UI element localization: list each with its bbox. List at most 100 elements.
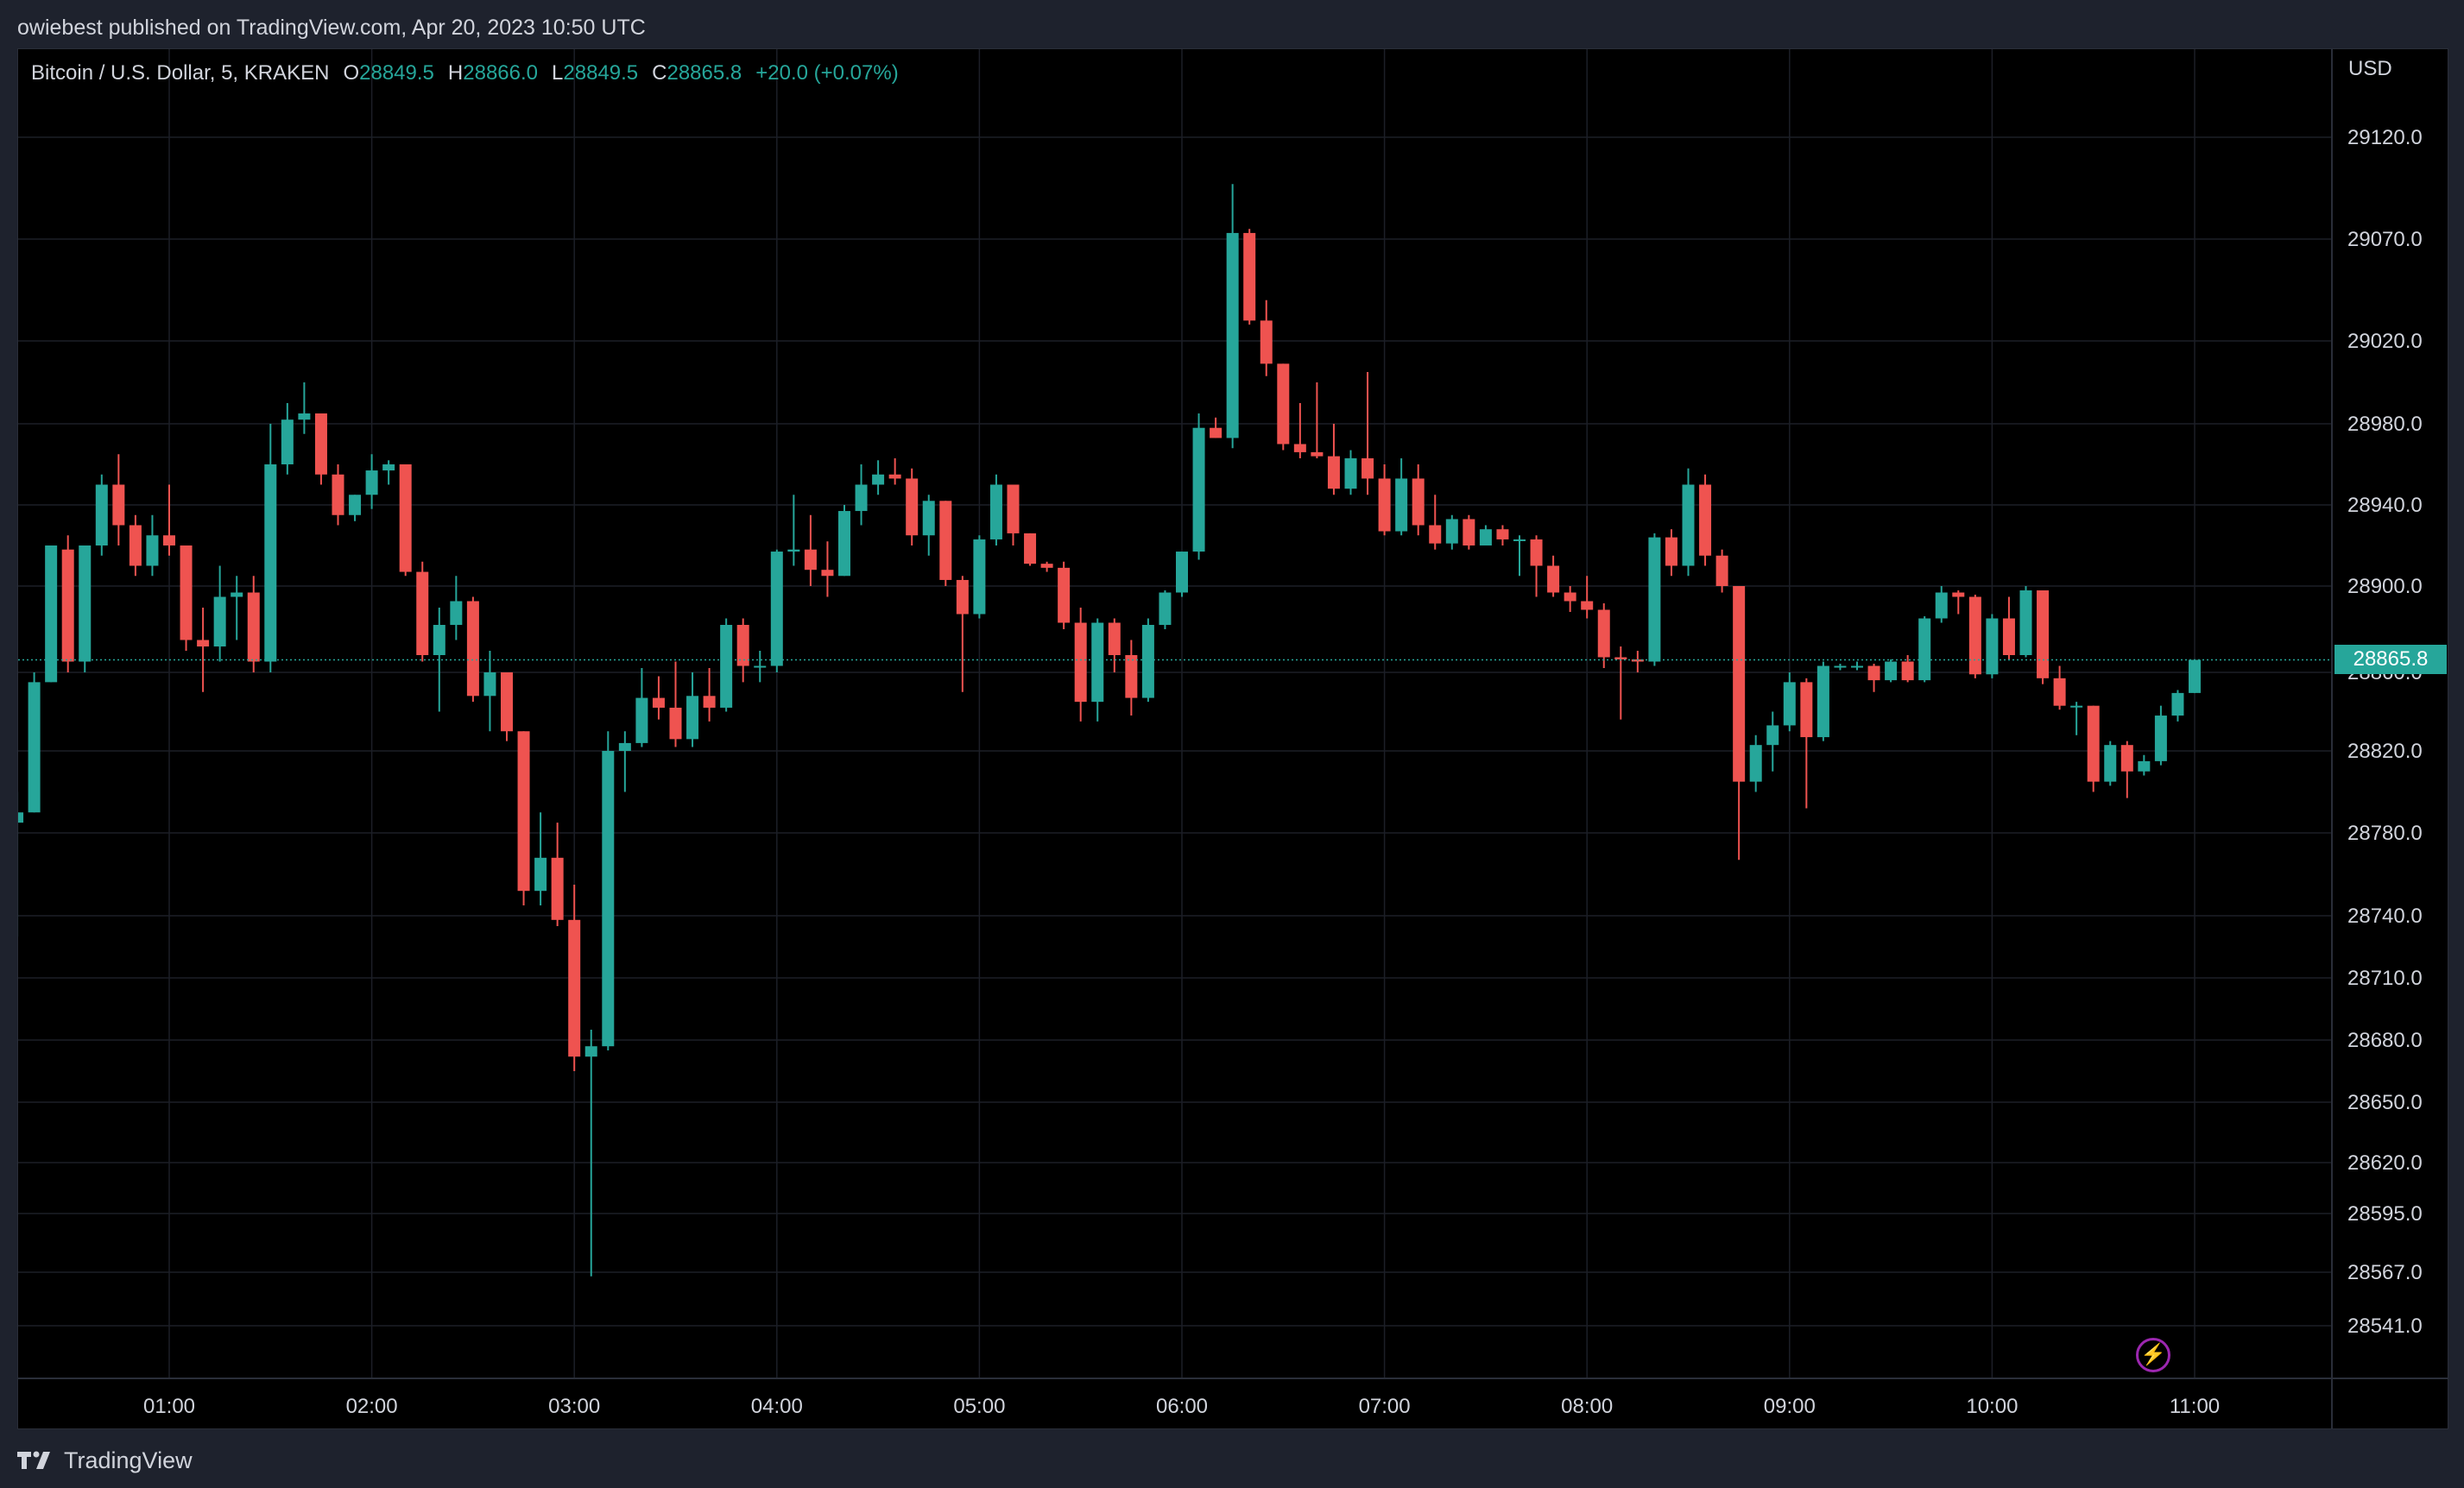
candle-body <box>1210 427 1223 438</box>
candle-body <box>1260 320 1273 364</box>
candle-body <box>989 484 1002 539</box>
currency-label[interactable]: USD <box>2348 57 2392 80</box>
candle-body <box>1378 478 1391 532</box>
candle-body <box>1783 682 1796 726</box>
footer-brand[interactable]: TradingView <box>17 1443 193 1478</box>
candle-down <box>1210 417 1223 438</box>
candle-body <box>2002 618 2015 655</box>
time-axis-labels: 01:00 02:00 03:00 04:00 05:00 06:00 07:00 08:00… <box>143 1395 2220 1418</box>
close-value: 28865.8 <box>667 61 742 85</box>
candle-up <box>686 672 699 747</box>
candle-body <box>1867 665 1880 681</box>
candle-body <box>922 501 935 536</box>
candle-up <box>1783 672 1796 732</box>
candle-up <box>754 651 767 683</box>
candle-down <box>551 823 564 926</box>
candle-up <box>720 618 733 712</box>
high-label: H <box>447 61 464 85</box>
candle-body <box>1108 622 1121 655</box>
candle-down <box>247 576 260 672</box>
time-tick-label: 06:00 <box>1156 1395 1208 1418</box>
candle-body <box>231 592 243 597</box>
candle-down <box>2120 741 2133 798</box>
candle-down <box>1581 576 1594 619</box>
candle-up <box>1885 659 1898 683</box>
candle-body <box>1986 618 1999 675</box>
candle-body <box>146 535 159 566</box>
time-tick-label: 11:00 <box>2170 1395 2220 1418</box>
grid-lines <box>18 49 2332 1378</box>
symbol-legend[interactable]: Bitcoin / U.S. Dollar, 5, KRAKEN O28849.5… <box>31 59 913 88</box>
price-tick-label: 28900.0 <box>2347 575 2423 598</box>
candle-up <box>2138 754 2151 776</box>
candle-body <box>2037 590 2050 678</box>
open-value: 28849.5 <box>359 61 434 85</box>
candle-up <box>231 576 243 640</box>
chart-pane[interactable]: 28541.0 28567.0 28595.0 28620.0 28650.0 28680… <box>17 48 2448 1429</box>
candles <box>18 184 2201 1277</box>
candle-body <box>1665 537 1677 566</box>
candle-down <box>2002 596 2015 659</box>
candle-down <box>2037 590 2050 684</box>
candle-down <box>1496 525 1509 545</box>
candle-up <box>2019 586 2032 658</box>
candle-up <box>146 514 159 577</box>
candle-body <box>686 696 699 740</box>
candle-down <box>1378 464 1391 536</box>
candle-body <box>1682 484 1695 566</box>
candle-body <box>736 625 749 666</box>
candle-up <box>855 464 868 526</box>
candle-up <box>1648 533 1661 666</box>
candle-body <box>18 812 24 823</box>
candle-down <box>1564 586 1576 612</box>
candle-up <box>989 474 1002 545</box>
price-tick-label: 28567.0 <box>2347 1261 2423 1284</box>
candle-body <box>1935 592 1948 619</box>
price-tick-label: 29020.0 <box>2347 330 2423 353</box>
candle-body <box>1192 427 1205 552</box>
candle-body <box>1614 657 1627 659</box>
time-tick-label: 07:00 <box>1359 1395 1411 1418</box>
candle-body <box>787 549 800 552</box>
candle-up <box>2171 690 2184 722</box>
candle-body <box>163 535 175 545</box>
candle-body <box>483 672 496 697</box>
candle-body <box>247 592 260 662</box>
price-axis-labels: 28541.0 28567.0 28595.0 28620.0 28650.0 28680… <box>2347 126 2423 1338</box>
candle-up <box>2154 705 2167 766</box>
candle-body <box>1159 592 1172 625</box>
candle-down <box>703 668 716 722</box>
candle-body <box>1547 565 1560 593</box>
candle-body <box>1344 457 1357 489</box>
candle-body <box>821 570 834 577</box>
price-tick-label: 28940.0 <box>2347 494 2423 517</box>
candle-body <box>281 419 294 464</box>
candle-body <box>1766 725 1779 746</box>
candle-down <box>163 484 175 556</box>
candle-up <box>1766 711 1779 772</box>
candle-body <box>1816 665 1829 738</box>
candle-down <box>804 514 817 586</box>
candle-down <box>61 535 74 672</box>
candle-body <box>703 696 716 708</box>
candle-up <box>2104 741 2117 786</box>
lightning-icon[interactable]: ⚡ <box>2136 1338 2170 1372</box>
price-tick-label: 28740.0 <box>2347 905 2423 928</box>
candle-down <box>1040 561 1053 572</box>
symbol-title[interactable]: Bitcoin / U.S. Dollar, 5, KRAKEN <box>31 61 330 85</box>
candlestick-chart[interactable]: 28541.0 28567.0 28595.0 28620.0 28650.0 28680… <box>18 49 2448 1428</box>
candle-body <box>1024 533 1037 564</box>
candle-body <box>1581 601 1594 610</box>
candle-up <box>584 1030 597 1277</box>
candle-down <box>1058 561 1071 629</box>
candle-body <box>1243 232 1256 321</box>
candle-up <box>2189 659 2201 693</box>
candle-body <box>180 545 193 640</box>
price-tick-label: 28620.0 <box>2347 1151 2423 1175</box>
candle-body <box>1412 478 1425 526</box>
candle-body <box>95 484 108 545</box>
candle-down <box>501 672 513 741</box>
candle-up <box>1935 586 1948 623</box>
candle-body <box>1429 525 1442 544</box>
candle-body <box>298 413 311 420</box>
